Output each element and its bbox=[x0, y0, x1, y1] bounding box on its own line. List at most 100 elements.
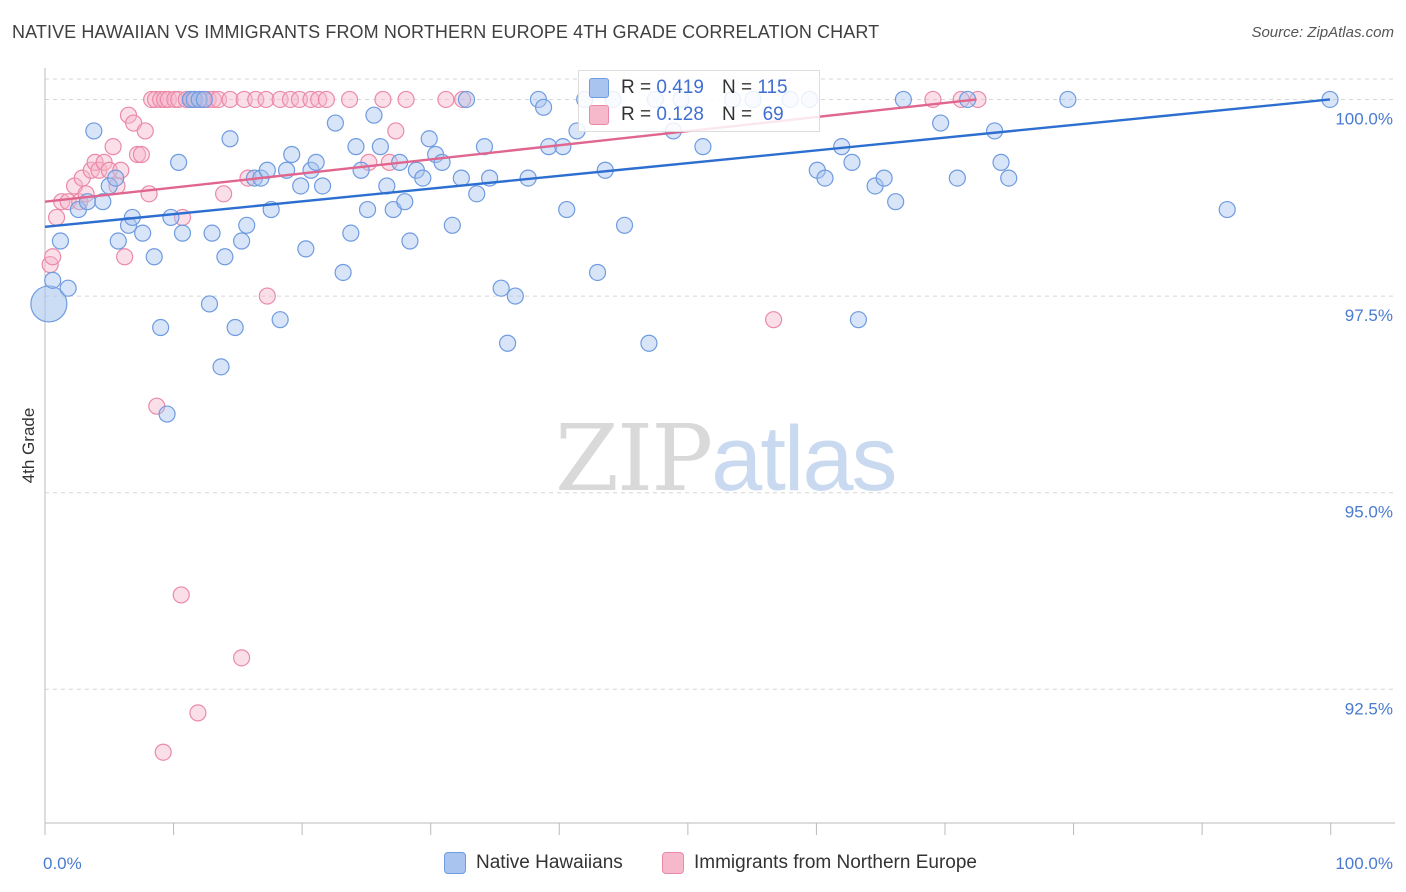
blue-n-value: 115 bbox=[757, 77, 788, 98]
data-point-blue bbox=[107, 169, 125, 187]
data-point-blue bbox=[94, 193, 112, 211]
data-point-pink bbox=[204, 90, 222, 109]
data-point-pink bbox=[44, 248, 62, 266]
trend-line-pink bbox=[44, 98, 977, 203]
data-point-pink bbox=[397, 90, 415, 109]
data-point-blue bbox=[44, 271, 62, 289]
data-point-blue bbox=[468, 185, 486, 203]
legend-item-pink[interactable]: Immigrants from Northern Europe bbox=[662, 852, 977, 874]
data-point-blue bbox=[615, 216, 634, 234]
data-point-blue bbox=[499, 334, 517, 352]
data-point-blue bbox=[292, 177, 310, 195]
data-point-pink bbox=[86, 153, 104, 171]
data-point-blue bbox=[932, 114, 950, 132]
watermark-zip: ZIP bbox=[555, 405, 713, 512]
chart-title: NATIVE HAWAIIAN VS IMMIGRANTS FROM NORTH… bbox=[12, 22, 880, 42]
data-point-blue bbox=[59, 279, 77, 297]
data-point-blue bbox=[190, 90, 208, 109]
data-point-pink bbox=[258, 287, 276, 305]
data-point-blue bbox=[271, 311, 289, 329]
data-point-blue bbox=[420, 130, 438, 148]
y-tick-label: 92.5% bbox=[1345, 699, 1393, 718]
pink-r-label: R = bbox=[621, 104, 652, 125]
x-tick-label-min: 0.0% bbox=[43, 854, 82, 873]
data-point-blue bbox=[1059, 90, 1077, 109]
data-point-pink bbox=[437, 90, 455, 109]
data-point-blue bbox=[221, 130, 239, 148]
data-point-blue bbox=[162, 208, 180, 227]
legend-item-blue[interactable]: Native Hawaiians bbox=[444, 852, 623, 874]
data-point-pink bbox=[146, 90, 165, 109]
pink-n-label: N = bbox=[721, 104, 753, 125]
data-point-blue bbox=[212, 358, 230, 376]
x-tick-label-max: 100.0% bbox=[1335, 854, 1393, 873]
y-axis-label: 4th Grade bbox=[19, 408, 38, 484]
data-point-blue bbox=[1000, 169, 1018, 187]
data-point-blue bbox=[238, 216, 256, 234]
data-point-blue bbox=[452, 169, 470, 187]
data-point-blue bbox=[558, 200, 576, 219]
data-point-blue bbox=[640, 334, 658, 352]
blue-series-points bbox=[30, 90, 1339, 423]
data-point-blue bbox=[203, 224, 221, 242]
data-point-blue bbox=[986, 122, 1004, 140]
data-point-blue bbox=[109, 232, 127, 250]
blue-n-label: N = bbox=[721, 77, 753, 98]
data-point-blue bbox=[492, 279, 510, 297]
data-point-pink bbox=[221, 90, 239, 109]
data-point-pink bbox=[189, 704, 207, 722]
data-point-blue bbox=[358, 200, 377, 219]
data-point-pink bbox=[47, 208, 66, 227]
data-point-blue bbox=[948, 169, 966, 187]
trend-line-blue bbox=[44, 98, 1331, 229]
data-point-blue bbox=[313, 177, 332, 195]
data-point-blue bbox=[352, 161, 370, 179]
data-point-blue bbox=[307, 153, 325, 171]
legend-blue-swatch-icon bbox=[444, 852, 466, 874]
legend-pink-label: Immigrants from Northern Europe bbox=[694, 852, 977, 873]
data-point-pink bbox=[281, 90, 300, 109]
data-point-blue bbox=[694, 138, 712, 156]
data-point-pink bbox=[172, 586, 190, 604]
stats-row-pink: R = 0.128 N = 69 bbox=[589, 104, 784, 126]
blue-r-value: 0.419 bbox=[656, 77, 704, 98]
blue-swatch-icon bbox=[589, 78, 609, 98]
data-point-blue bbox=[170, 153, 188, 171]
data-point-blue bbox=[216, 248, 234, 266]
data-point-blue bbox=[457, 90, 476, 109]
data-point-blue bbox=[134, 224, 152, 242]
data-point-blue bbox=[588, 263, 607, 282]
data-point-blue bbox=[1218, 200, 1236, 219]
data-point-blue bbox=[145, 248, 163, 266]
data-point-blue bbox=[226, 318, 244, 337]
source-label: Source: ZipAtlas.com bbox=[1251, 24, 1394, 41]
stats-row-blue: R = 0.419 N = 115 bbox=[589, 77, 788, 99]
data-point-blue bbox=[894, 90, 912, 109]
data-point-blue bbox=[534, 98, 553, 116]
legend-blue-label: Native Hawaiians bbox=[476, 852, 623, 873]
data-point-blue bbox=[843, 153, 861, 171]
data-point-pink bbox=[136, 122, 154, 140]
data-point-blue bbox=[506, 287, 524, 305]
data-point-blue bbox=[30, 285, 68, 323]
data-point-blue bbox=[342, 224, 360, 242]
data-point-blue bbox=[173, 224, 192, 242]
data-point-blue bbox=[365, 106, 383, 124]
data-point-blue bbox=[51, 232, 70, 250]
data-point-blue bbox=[334, 263, 352, 282]
data-point-blue bbox=[283, 145, 301, 164]
data-point-pink bbox=[116, 248, 134, 266]
data-point-blue bbox=[816, 169, 834, 187]
data-point-blue bbox=[297, 240, 315, 258]
axes bbox=[44, 68, 1395, 835]
data-point-blue bbox=[849, 311, 868, 329]
data-point-pink bbox=[454, 90, 472, 109]
stats-box: R = 0.419 N = 115 R = 0.128 N = 69 bbox=[578, 70, 820, 132]
data-point-pink bbox=[387, 122, 405, 140]
data-point-blue bbox=[443, 216, 461, 234]
data-point-blue bbox=[371, 138, 389, 156]
y-tick-label: 95.0% bbox=[1345, 503, 1393, 522]
tick-labels: 92.5% 95.0% 97.5% 100.0% 0.0% 100.0% 4th Grade bbox=[19, 109, 1393, 873]
data-point-pink bbox=[140, 185, 158, 203]
legend-pink-swatch-icon bbox=[662, 852, 684, 874]
